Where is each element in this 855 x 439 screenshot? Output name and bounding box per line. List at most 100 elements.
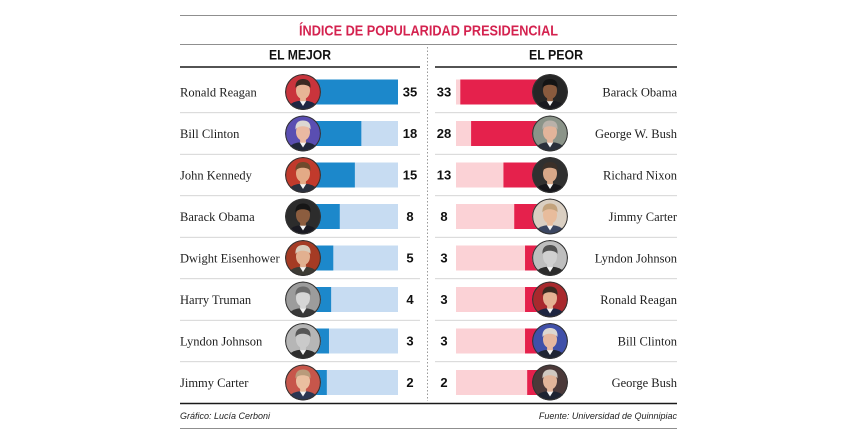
best-name-harry-truman: Harry Truman xyxy=(180,293,252,307)
portrait-collar xyxy=(546,308,554,314)
best-name-bill-clinton: Bill Clinton xyxy=(180,127,240,141)
best-portrait-barack-obama xyxy=(285,198,321,235)
best-row-harry-truman: Harry Truman 4 xyxy=(180,281,414,318)
worst-value-lyndon-johnson: 3 xyxy=(440,251,447,266)
portrait-face xyxy=(296,247,310,266)
worst-row-lyndon-johnson: Lyndon Johnson 3 xyxy=(440,240,678,276)
best-portrait-ronald-reagan xyxy=(285,74,321,110)
best-value-dwight-eisenhower: 5 xyxy=(406,251,413,266)
portrait-face xyxy=(543,372,557,390)
worst-value-ronald-reagan: 3 xyxy=(440,292,447,307)
portrait-suit xyxy=(534,183,566,193)
portrait-frame xyxy=(285,115,321,152)
best-name-john-kennedy: John Kennedy xyxy=(180,168,253,182)
portrait-hair xyxy=(295,79,311,88)
best-portrait-lyndon-johnson xyxy=(285,323,321,359)
best-row-john-kennedy: John Kennedy 15 xyxy=(180,157,417,193)
portrait-face xyxy=(543,330,557,349)
portrait-hair xyxy=(542,245,558,254)
portrait-collar xyxy=(546,349,554,355)
source-text: Fuente: Universidad de Quinnipiac xyxy=(539,411,678,421)
portrait-collar xyxy=(546,266,554,272)
worst-row-bill-clinton: Bill Clinton 3 xyxy=(440,323,678,359)
worst-value-richard-nixon: 13 xyxy=(437,168,451,183)
chart-title: ÍNDICE DE POPULARIDAD PRESIDENCIAL xyxy=(299,23,558,40)
portrait-frame xyxy=(285,157,321,193)
portrait-face xyxy=(543,123,557,141)
portrait-face xyxy=(296,330,310,349)
worst-row-jimmy-carter: Jimmy Carter 8 xyxy=(440,198,678,235)
worst-name-barack-obama: Barack Obama xyxy=(602,85,677,99)
portrait-frame xyxy=(285,198,321,235)
best-value-bill-clinton: 18 xyxy=(403,126,417,141)
portrait-frame xyxy=(285,74,321,110)
portrait-suit xyxy=(534,308,566,318)
worst-value-george-bush: 2 xyxy=(440,375,447,390)
portrait-hair xyxy=(542,79,558,88)
portrait-face xyxy=(296,123,310,141)
portrait-face xyxy=(543,81,557,100)
best-portrait-dwight-eisenhower xyxy=(285,240,321,276)
best-portrait-jimmy-carter xyxy=(285,364,321,401)
worst-row-george-w-bush: George W. Bush 28 xyxy=(437,115,678,152)
portrait-face xyxy=(543,247,557,266)
portrait-hair xyxy=(542,328,558,337)
portrait-frame xyxy=(285,240,321,276)
portrait-frame xyxy=(532,74,568,110)
worst-name-george-bush: George Bush xyxy=(612,376,678,390)
best-value-ronald-reagan: 35 xyxy=(403,85,417,100)
portrait-face xyxy=(296,164,310,183)
worst-name-lyndon-johnson: Lyndon Johnson xyxy=(595,251,678,265)
best-row-dwight-eisenhower: Dwight Eisenhower 5 xyxy=(180,240,414,276)
best-value-harry-truman: 4 xyxy=(406,292,414,307)
portrait-frame xyxy=(285,364,321,401)
portrait-suit xyxy=(287,225,319,235)
portrait-collar xyxy=(299,225,307,231)
portrait-hair xyxy=(295,286,311,296)
portrait-collar xyxy=(546,391,554,397)
portrait-face xyxy=(296,372,310,390)
best-portrait-bill-clinton xyxy=(285,115,321,152)
portrait-suit xyxy=(287,308,319,318)
portrait-hair xyxy=(542,369,558,379)
worst-value-bill-clinton: 3 xyxy=(440,334,447,349)
worst-name-ronald-reagan: Ronald Reagan xyxy=(600,293,677,307)
portrait-face xyxy=(543,289,557,307)
portrait-hair xyxy=(295,203,311,213)
portrait-suit xyxy=(287,391,319,401)
portrait-hair xyxy=(542,286,558,296)
best-header: EL MEJOR xyxy=(269,47,331,63)
portrait-suit xyxy=(287,349,319,359)
portrait-face xyxy=(296,81,310,100)
worst-value-barack-obama: 33 xyxy=(437,85,451,100)
worst-portrait-lyndon-johnson xyxy=(532,240,568,276)
best-row-bill-clinton: Bill Clinton 18 xyxy=(180,115,417,152)
portrait-hair xyxy=(542,120,558,130)
best-row-lyndon-johnson: Lyndon Johnson 3 xyxy=(180,323,414,359)
portrait-collar xyxy=(546,100,554,106)
portrait-hair xyxy=(295,245,311,254)
portrait-suit xyxy=(534,349,566,359)
worst-portrait-jimmy-carter xyxy=(532,198,568,235)
portrait-frame xyxy=(532,198,568,235)
worst-portrait-ronald-reagan xyxy=(532,281,568,318)
portrait-collar xyxy=(546,225,554,231)
portrait-frame xyxy=(532,364,568,401)
portrait-hair xyxy=(542,162,558,171)
worst-row-barack-obama: Barack Obama 33 xyxy=(437,74,677,110)
best-name-jimmy-carter: Jimmy Carter xyxy=(180,376,249,390)
portrait-frame xyxy=(532,240,568,276)
portrait-suit xyxy=(534,100,566,110)
best-portrait-harry-truman xyxy=(285,281,321,318)
portrait-hair xyxy=(295,120,311,130)
portrait-hair xyxy=(295,328,311,337)
credit-text: Gráfico: Lucía Cerboni xyxy=(180,411,271,421)
worst-portrait-barack-obama xyxy=(532,74,568,110)
portrait-collar xyxy=(299,266,307,272)
best-value-john-kennedy: 15 xyxy=(403,168,417,183)
portrait-suit xyxy=(287,266,319,276)
portrait-collar xyxy=(299,308,307,314)
